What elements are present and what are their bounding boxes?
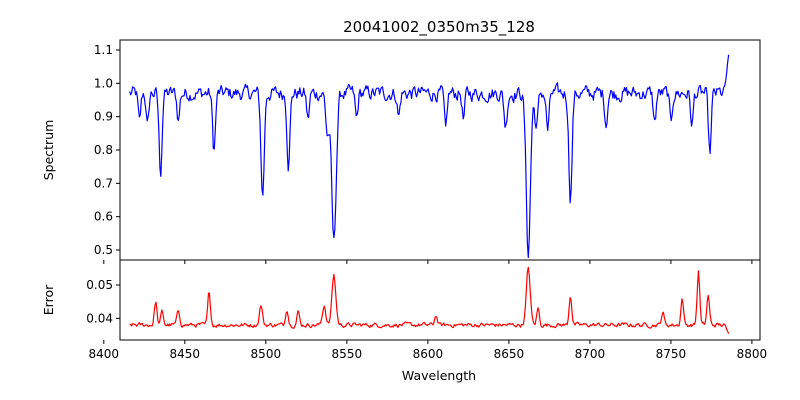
error-y-tick-label: 0.05 <box>86 278 113 292</box>
x-tick-label: 8500 <box>251 347 282 361</box>
plot-area: 0.5 0.6 0.7 0.8 0.9 1.0 1.1 Spectrum 0.04 0.05 Err… <box>41 39 768 361</box>
x-tick-label: 8750 <box>656 347 687 361</box>
spectrum-y-tick-label: 0.9 <box>94 110 113 124</box>
spectrum-y-tick-label: 1.0 <box>94 76 113 90</box>
x-tick-label: 8450 <box>170 347 201 361</box>
spectrum-y-tick-label: 0.8 <box>94 143 113 157</box>
spectrum-y-tick-label: 0.5 <box>94 243 113 257</box>
spectrum-y-tick-label: 0.7 <box>94 176 113 190</box>
error-panel-frame <box>119 259 761 341</box>
error-y-tick-label: 0.04 <box>86 311 113 325</box>
x-tick-label: 8550 <box>332 347 363 361</box>
error-y-axis-label: Error <box>41 284 56 315</box>
x-tick-label: 8400 <box>89 347 120 361</box>
spectrum-line <box>129 54 730 259</box>
spectrum-panel-frame <box>119 39 761 261</box>
spectrum-y-axis-label: Spectrum <box>41 120 56 181</box>
x-tick-label: 8600 <box>413 347 444 361</box>
x-tick-label: 8700 <box>575 347 606 361</box>
spectrum-y-tick-label: 0.6 <box>94 210 113 224</box>
error-line <box>129 266 730 334</box>
x-tick-label: 8800 <box>737 347 768 361</box>
spectrum-y-tick-label: 1.1 <box>94 43 113 57</box>
x-tick-label: 8650 <box>494 347 525 361</box>
x-axis-label: Wavelength <box>402 368 476 383</box>
chart-title: 20041002_0350m35_128 <box>343 18 535 37</box>
